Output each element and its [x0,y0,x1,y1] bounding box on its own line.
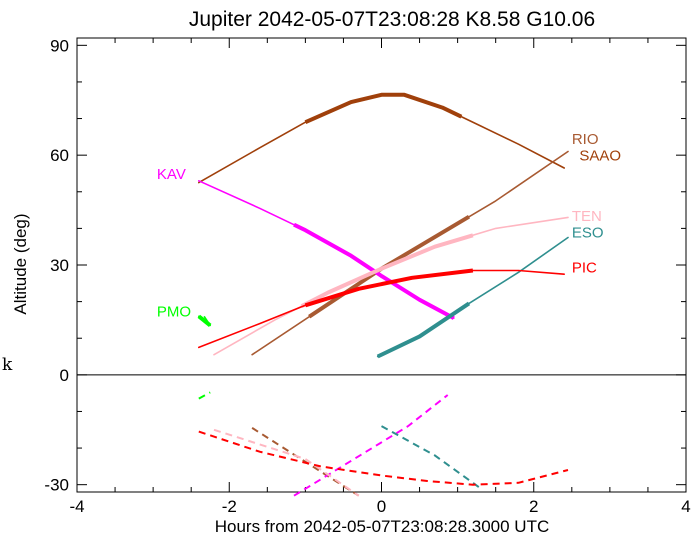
series-line-pic [198,269,565,349]
x-tick-label: -2 [222,497,237,516]
series-label-eso: ESO [572,225,604,242]
series-label-pic: PIC [572,259,597,276]
x-axis-label: Hours from 2042-05-07T23:08:28.3000 UTC [215,517,550,536]
series-thick-ten [300,233,474,308]
x-tick-label: -4 [69,497,84,516]
series-thick-saao [304,92,463,125]
series-line-saao [198,94,565,184]
stray-k-label: k [2,355,13,375]
x-tick-label: 4 [681,497,690,516]
series-below-pic [198,430,569,486]
x-tick-label: 0 [377,497,386,516]
y-tick-label: 30 [50,256,69,275]
series-below-eso [381,425,482,490]
series-label-saao: SAAO [579,148,621,165]
chart-title: Jupiter 2042-05-07T23:08:28 K8.58 G10.06 [189,8,595,31]
series-below-kav [293,394,449,497]
y-tick-label: -30 [44,476,69,495]
series-below-pmo [198,391,211,400]
y-axis-label: Altitude (deg) [11,213,30,314]
series-line-ten [213,216,569,356]
series-below-ten [213,428,360,497]
x-tick-label: 2 [529,497,538,516]
series-label-ten: TEN [572,208,602,225]
series-thick-eso [376,301,471,359]
series-label-pmo: PMO [157,303,191,320]
series-label-rio: RIO [572,131,599,148]
y-tick-label: 0 [60,366,69,385]
y-tick-label: 90 [50,36,69,55]
series-thick-pic [304,268,474,308]
y-tick-label: 60 [50,146,69,165]
pmo-leader-line [203,315,211,326]
series-thick-kav [293,222,455,320]
series-label-kav: KAV [157,166,186,183]
